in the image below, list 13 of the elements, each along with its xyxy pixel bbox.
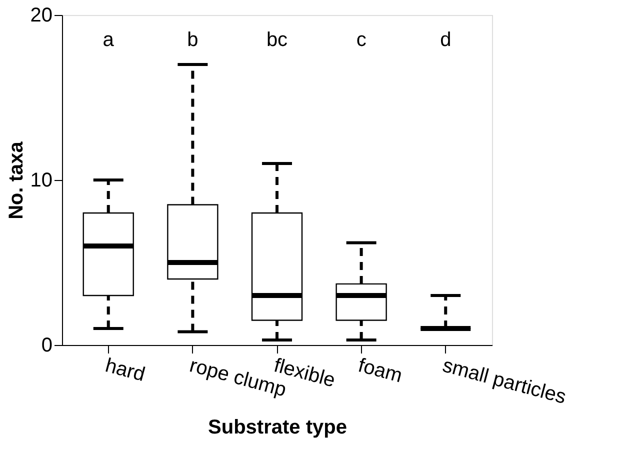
y-axis-title: No. taxa <box>5 140 28 220</box>
annotation: c <box>356 29 366 51</box>
x-tick-label: small particles <box>440 354 568 409</box>
annotation: b <box>187 29 198 51</box>
y-tick-label: 10 <box>30 170 52 192</box>
x-tick-label: hard <box>102 354 148 386</box>
y-tick-label: 20 <box>30 4 52 26</box>
annotation: bc <box>266 29 288 51</box>
x-tick-label: foam <box>356 354 405 388</box>
annotation: a <box>102 29 115 51</box>
y-tick-label: 0 <box>41 334 52 356</box>
annotation: d <box>440 29 452 51</box>
x-axis-title: Substrate type <box>208 416 347 439</box>
